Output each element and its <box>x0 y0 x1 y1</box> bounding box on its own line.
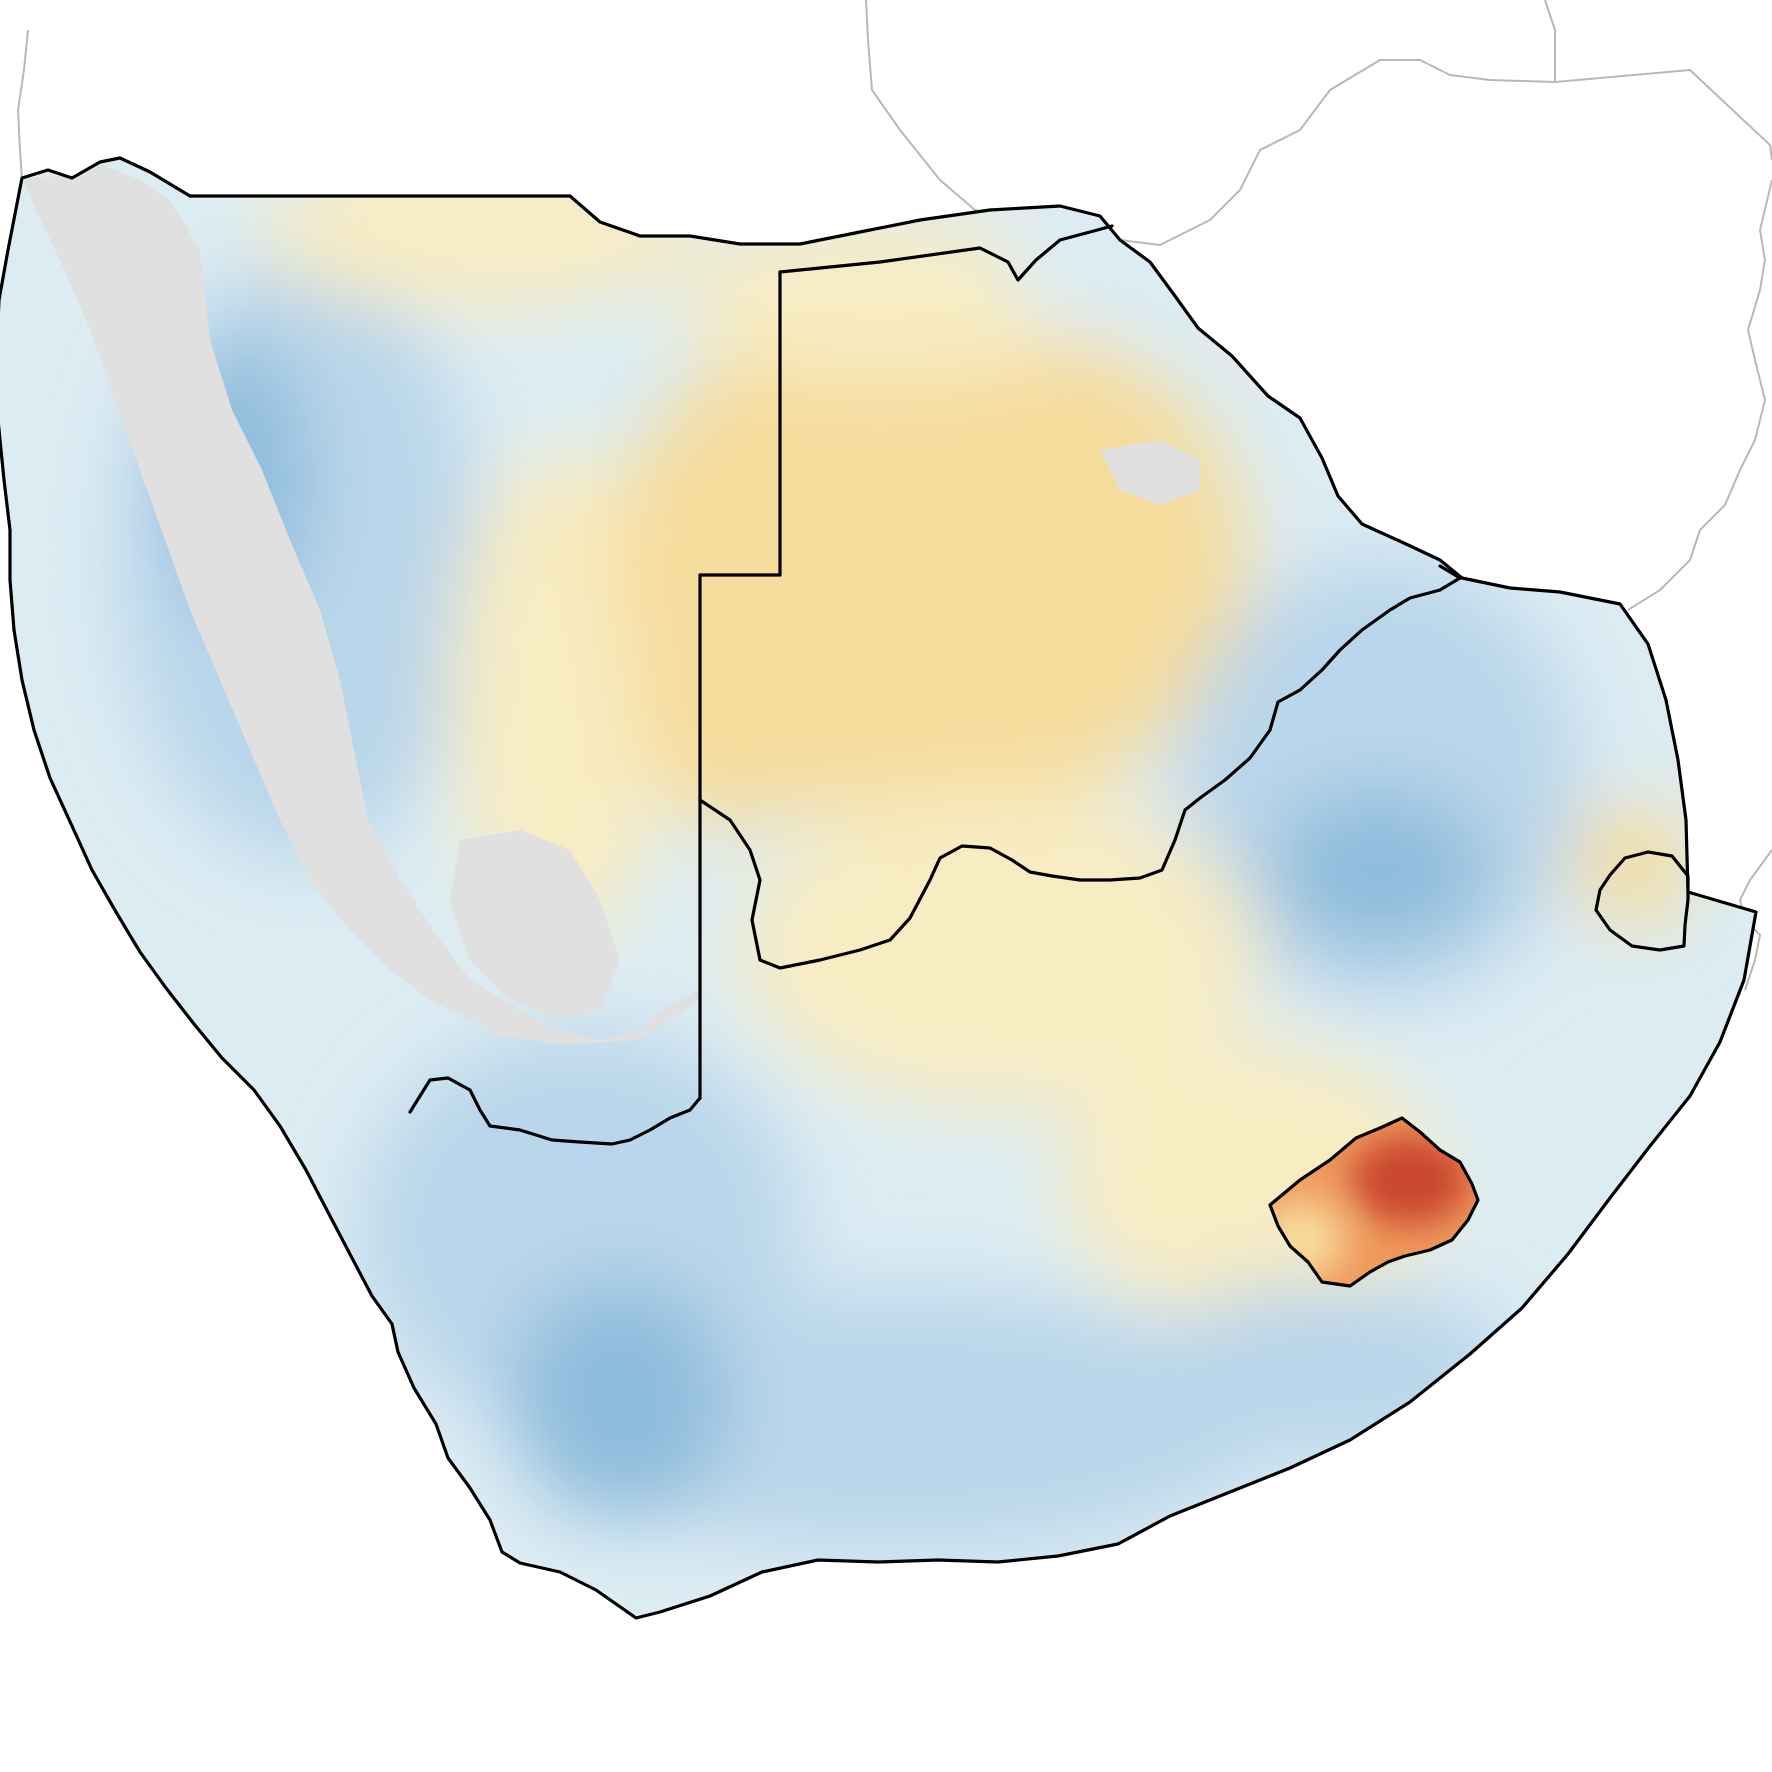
border-mozambique-inner <box>1627 179 1772 611</box>
border-lesotho <box>1268 1116 1480 1288</box>
border-namibia-botswana <box>698 270 782 1100</box>
no-data-gariep <box>450 830 620 1020</box>
lesotho-highland-core <box>1350 1135 1470 1225</box>
no-data-areas <box>22 164 1200 1045</box>
cool-strong-zimbabwe-center <box>1270 790 1490 950</box>
warm-light-eswatini <box>1572 805 1692 925</box>
country-borders <box>0 156 1758 1620</box>
cool-strong-sa-cape <box>510 1280 730 1520</box>
border-botswana-caprivi <box>778 224 1114 282</box>
cool-light-botswana-northeast <box>1010 200 1190 340</box>
no-data-namib-coast <box>22 164 700 1045</box>
border-mozambique-east <box>1554 69 1772 161</box>
border-zimbabwe-south <box>1438 564 1462 580</box>
border-angola-zambia <box>17 0 1556 246</box>
cool-mid-sa-southeast <box>1150 1280 1510 1460</box>
border-outer-coastline <box>0 156 1758 1620</box>
border-eswatini <box>1594 850 1690 952</box>
warm-light-namibia-north <box>260 158 700 310</box>
border-botswana-southafrica <box>698 576 1462 970</box>
no-data-makgadikgadi <box>1100 440 1200 505</box>
warm-mid-botswana-west <box>630 530 850 830</box>
warm-light-sa-interior <box>740 790 1260 1110</box>
border-namibia-southafrica <box>408 1076 702 1146</box>
